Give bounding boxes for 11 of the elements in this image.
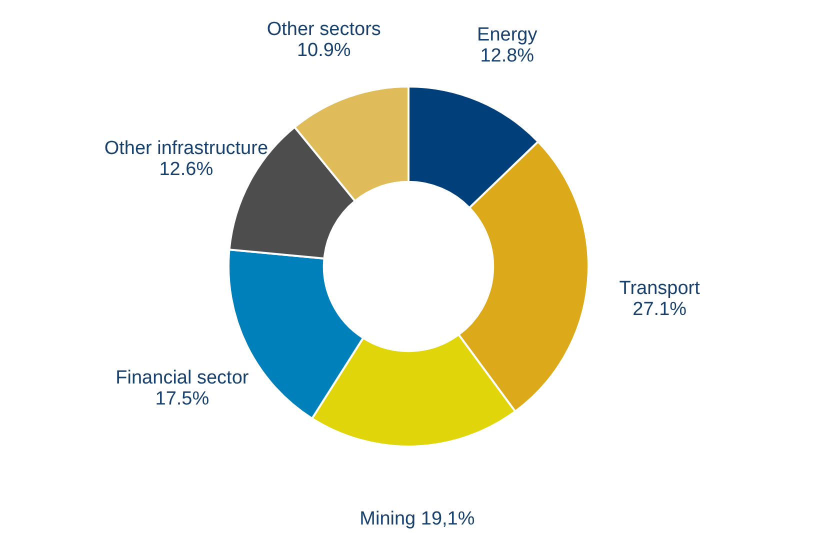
data-label: 10.9% <box>296 40 351 62</box>
slice-label: Financial sector <box>116 367 250 388</box>
slice-label: Energy <box>477 24 538 46</box>
data-label: 27.1% <box>632 298 687 320</box>
data-label: 17.5% <box>155 388 210 410</box>
data-label: 12.6% <box>159 158 214 180</box>
slice-label: Other infrastructure <box>104 138 268 159</box>
slice-label: Mining 19,1% <box>360 508 475 530</box>
slice-label: Transport <box>619 278 701 299</box>
slice-label: Other sectors <box>266 19 381 40</box>
data-label: 12.8% <box>480 46 534 67</box>
